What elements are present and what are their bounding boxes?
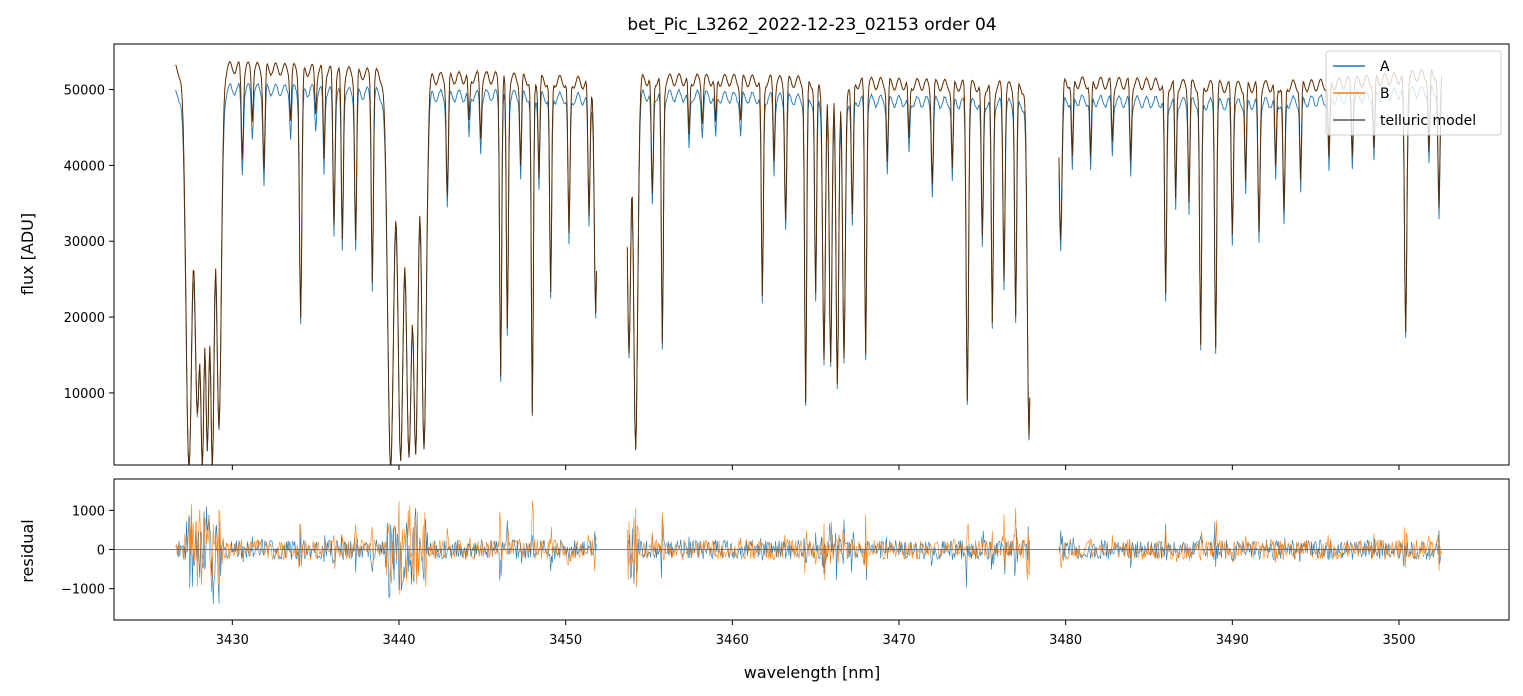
top-y-tick-label: 40000 (64, 159, 105, 174)
x-tick-label: 3460 (716, 633, 749, 648)
top-y-ticks: 10000 20000 30000 40000 50000 (64, 84, 114, 402)
x-tick-label: 3430 (216, 633, 249, 648)
legend-label-a: A (1380, 59, 1390, 75)
top-y-tick-label: 20000 (64, 311, 105, 326)
bottom-y-ticks: −1000 0 1000 (61, 504, 114, 598)
legend-box (1325, 50, 1502, 136)
top-y-tick-label: 10000 (64, 387, 105, 402)
x-axis-label: wavelength [nm] (744, 663, 881, 682)
x-tick-label: 3470 (882, 633, 915, 648)
legend-label-telluric: telluric model (1380, 113, 1476, 129)
top-panel: 10000 20000 30000 40000 50000 flux [ADU] A B… (18, 43, 1510, 470)
x-tick-label: 3500 (1382, 633, 1415, 648)
bottom-series-group (114, 501, 1509, 605)
bottom-y-tick-label: 1000 (72, 504, 105, 519)
top-y-tick-label: 50000 (64, 84, 105, 99)
top-y-axis-label: flux [ADU] (18, 213, 37, 295)
residual-b-line (175, 501, 1442, 595)
x-tick-label: 3480 (1049, 633, 1082, 648)
bottom-y-tick-label: 0 (97, 544, 105, 559)
bottom-y-tick-label: −1000 (61, 583, 105, 598)
top-series-group (175, 60, 1442, 465)
legend-label-b: B (1380, 86, 1390, 102)
x-tick-label: 3450 (549, 633, 582, 648)
bottom-y-axis-label: residual (18, 519, 37, 582)
top-axes-frame (113, 43, 1510, 466)
bottom-x-ticks: 3430 3440 3450 3460 3470 3480 3490 3500 (216, 620, 1416, 648)
x-tick-label: 3440 (382, 633, 415, 648)
top-x-ticks (231, 465, 1400, 470)
top-y-tick-label: 30000 (64, 235, 105, 250)
legend: A B telluric model (1325, 50, 1502, 136)
chart-title: bet_Pic_L3262_2022-12-23_02153 order 04 (627, 15, 996, 35)
x-tick-label: 3490 (1216, 633, 1249, 648)
